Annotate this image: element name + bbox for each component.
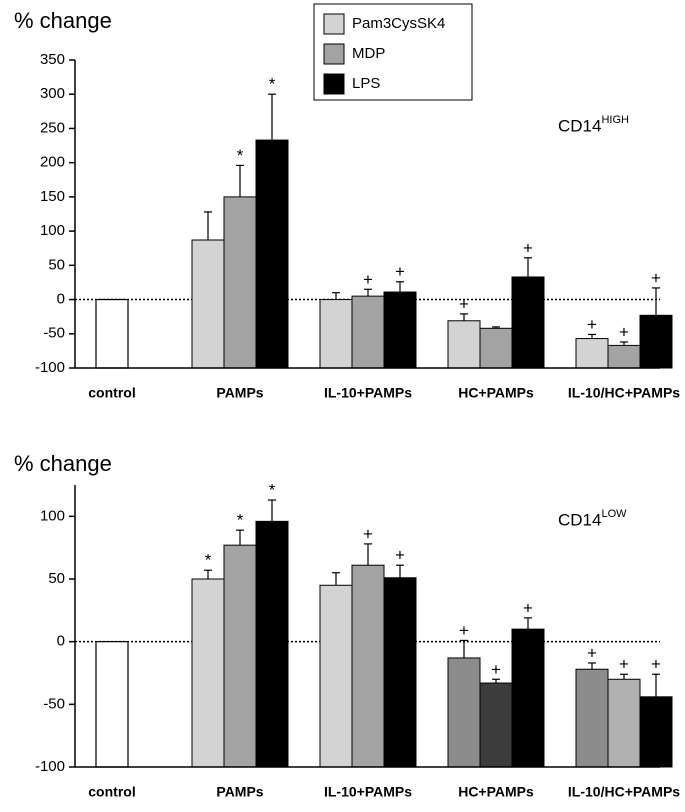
significance-marker: * [237,146,244,165]
bar [447,657,481,768]
significance-marker: + [491,660,501,679]
bar [191,239,225,369]
bar [447,320,481,369]
control-bar [95,298,129,369]
bar [575,338,609,369]
significance-marker: * [269,75,276,94]
x-tick-label: IL-10/HC+PAMPs [568,784,680,800]
significance-marker: + [651,268,661,287]
significance-marker: + [651,655,661,674]
y-tick-label: 200 [40,154,65,171]
bar [255,139,289,369]
bar [383,577,417,768]
bar [191,578,225,768]
control-bar [95,641,129,768]
y-tick-label: -100 [35,758,65,775]
y-tick-label: 50 [48,570,65,587]
x-tick-label: HC+PAMPs [458,784,534,800]
significance-marker: + [459,621,469,640]
y-tick-label: -100 [35,359,65,376]
bar [639,696,673,768]
panel-label: CD14HIGH [558,114,629,136]
y-axis-label: % change [14,451,112,476]
x-tick-label: control [88,385,135,401]
y-tick-label: 50 [48,256,65,273]
bar [607,344,641,369]
y-tick-label: -50 [43,695,65,712]
bar [607,678,641,768]
significance-marker: + [395,546,405,565]
significance-marker: + [459,294,469,313]
panel-label-sup: HIGH [601,114,629,126]
bar [479,682,513,768]
significance-marker: * [205,551,212,570]
legend-label: Pam3CysSK4 [352,15,445,32]
significance-marker: * [269,481,276,500]
y-tick-label: 100 [40,222,65,239]
y-axis-label: % change [14,8,112,33]
bar [255,520,289,768]
bar [511,628,545,768]
x-tick-label: IL-10/HC+PAMPs [568,385,680,401]
legend-swatch [323,13,345,35]
legend-swatch [323,73,345,95]
bar [351,295,385,369]
x-tick-label: HC+PAMPs [458,385,534,401]
y-tick-label: 100 [40,507,65,524]
panel-label: CD14LOW [558,508,627,530]
bar [479,327,513,369]
significance-marker: + [619,655,629,674]
y-tick-label: 350 [40,51,65,68]
bar [351,564,385,768]
legend-swatch [323,43,345,65]
significance-marker: + [587,643,597,662]
bar [223,544,257,768]
x-tick-label: PAMPs [216,385,263,401]
bar [319,584,353,768]
y-tick-label: 150 [40,188,65,205]
significance-marker: + [523,598,533,617]
y-tick-label: 0 [57,291,65,308]
significance-marker: + [395,262,405,281]
bar [319,299,353,369]
significance-marker: * [237,511,244,530]
legend-label: MDP [352,45,385,62]
legend-label: LPS [352,75,380,92]
y-tick-label: 250 [40,119,65,136]
bar [223,196,257,369]
bar [639,314,673,369]
y-tick-label: 300 [40,85,65,102]
significance-marker: + [363,270,373,289]
significance-marker: + [363,524,373,543]
x-tick-label: control [88,784,135,800]
bar [383,291,417,369]
significance-marker: + [619,322,629,341]
significance-marker: + [523,238,533,257]
panel-label-sup: LOW [601,508,627,520]
x-tick-label: IL-10+PAMPs [324,385,412,401]
significance-marker: + [587,315,597,334]
x-tick-label: IL-10+PAMPs [324,784,412,800]
bar [511,276,545,369]
y-tick-label: 0 [57,633,65,650]
bar [575,668,609,768]
x-tick-label: PAMPs [216,784,263,800]
y-tick-label: -50 [43,325,65,342]
